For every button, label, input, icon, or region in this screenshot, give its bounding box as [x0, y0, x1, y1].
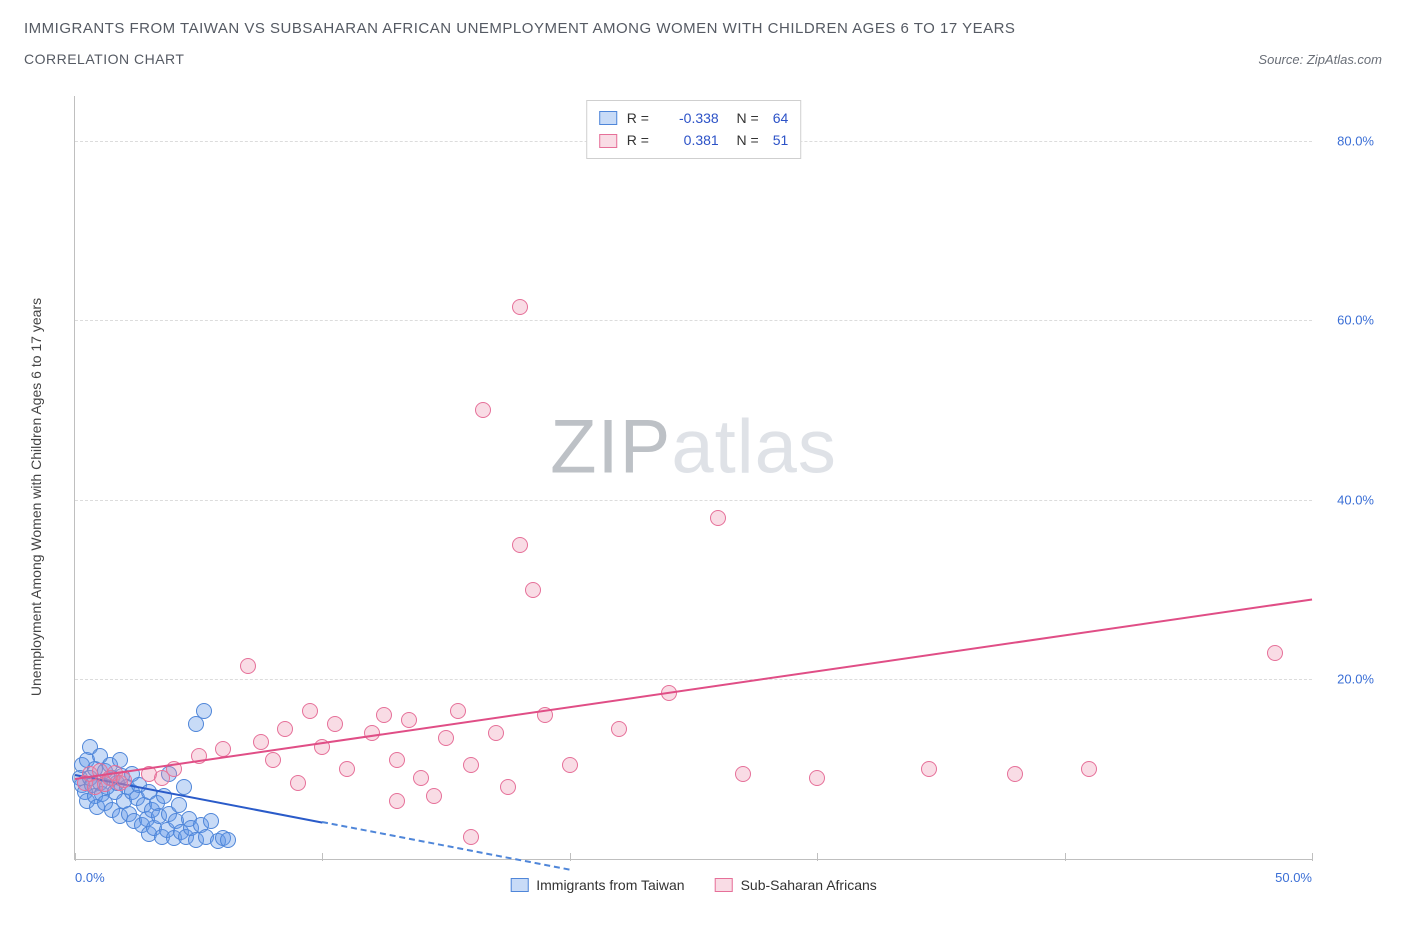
legend-label: Sub-Saharan Africans — [741, 877, 877, 893]
data-point — [735, 766, 751, 782]
data-point — [500, 779, 516, 795]
legend-swatch — [599, 111, 617, 125]
data-point — [463, 829, 479, 845]
watermark: ZIPatlas — [550, 403, 837, 490]
legend-item: Immigrants from Taiwan — [510, 877, 684, 893]
n-label: N = — [729, 129, 759, 151]
data-point — [809, 770, 825, 786]
trend-line-extrapolated — [322, 821, 570, 871]
x-tick — [1065, 853, 1066, 861]
data-point — [438, 730, 454, 746]
data-point — [188, 716, 204, 732]
y-tick-label: 40.0% — [1337, 492, 1374, 507]
data-point — [450, 703, 466, 719]
data-point — [240, 658, 256, 674]
legend-stat-row: R = 0.381 N = 51 — [599, 129, 789, 151]
data-point — [401, 712, 417, 728]
legend-series: Immigrants from Taiwan Sub-Saharan Africa… — [510, 877, 877, 893]
data-point — [203, 813, 219, 829]
r-value: -0.338 — [665, 107, 719, 129]
legend-item: Sub-Saharan Africans — [715, 877, 877, 893]
x-tick — [570, 853, 571, 861]
plot-area: ZIPatlas R =-0.338 N =64R =0.381 N =51 I… — [74, 96, 1312, 860]
y-axis-label: Unemployment Among Women with Children A… — [28, 298, 44, 696]
gridline — [75, 500, 1312, 501]
x-tick — [75, 853, 76, 861]
data-point — [1081, 761, 1097, 777]
n-label: N = — [729, 107, 759, 129]
data-point — [389, 752, 405, 768]
correlation-chart: Unemployment Among Women with Children A… — [24, 92, 1382, 902]
data-point — [525, 582, 541, 598]
legend-stat-row: R = -0.338 N = 64 — [599, 107, 789, 129]
data-point — [389, 793, 405, 809]
data-point — [611, 721, 627, 737]
gridline — [75, 679, 1312, 680]
data-point — [302, 703, 318, 719]
data-point — [171, 797, 187, 813]
data-point — [265, 752, 281, 768]
data-point — [327, 716, 343, 732]
data-point — [512, 299, 528, 315]
legend-swatch — [510, 878, 528, 892]
gridline — [75, 320, 1312, 321]
data-point — [339, 761, 355, 777]
r-value: 0.381 — [665, 129, 719, 151]
n-value: 51 — [773, 129, 789, 151]
data-point — [921, 761, 937, 777]
data-point — [488, 725, 504, 741]
data-point — [426, 788, 442, 804]
x-tick-label: 0.0% — [75, 870, 105, 885]
r-label: R = — [627, 107, 655, 129]
data-point — [1007, 766, 1023, 782]
data-point — [710, 510, 726, 526]
x-tick — [322, 853, 323, 861]
y-tick-label: 60.0% — [1337, 313, 1374, 328]
data-point — [277, 721, 293, 737]
data-point — [176, 779, 192, 795]
x-tick — [1312, 853, 1313, 861]
n-value: 64 — [773, 107, 789, 129]
data-point — [376, 707, 392, 723]
legend-stats: R = -0.338 N = 64 R = 0.381 N = 51 — [586, 100, 802, 159]
y-tick-label: 20.0% — [1337, 672, 1374, 687]
legend-label: Immigrants from Taiwan — [536, 877, 684, 893]
page-title: IMMIGRANTS FROM TAIWAN VS SUBSAHARAN AFR… — [24, 20, 1382, 37]
legend-swatch — [715, 878, 733, 892]
data-point — [475, 402, 491, 418]
x-tick-label: 50.0% — [1275, 870, 1312, 885]
y-tick-label: 80.0% — [1337, 133, 1374, 148]
source-attribution: Source: ZipAtlas.com — [1258, 52, 1382, 67]
data-point — [1267, 645, 1283, 661]
data-point — [512, 537, 528, 553]
x-tick — [817, 853, 818, 861]
data-point — [562, 757, 578, 773]
data-point — [290, 775, 306, 791]
legend-swatch — [599, 134, 617, 148]
data-point — [413, 770, 429, 786]
trend-line — [75, 599, 1312, 781]
data-point — [220, 832, 236, 848]
r-label: R = — [627, 129, 655, 151]
data-point — [463, 757, 479, 773]
data-point — [253, 734, 269, 750]
page-subtitle: CORRELATION CHART — [24, 51, 184, 67]
